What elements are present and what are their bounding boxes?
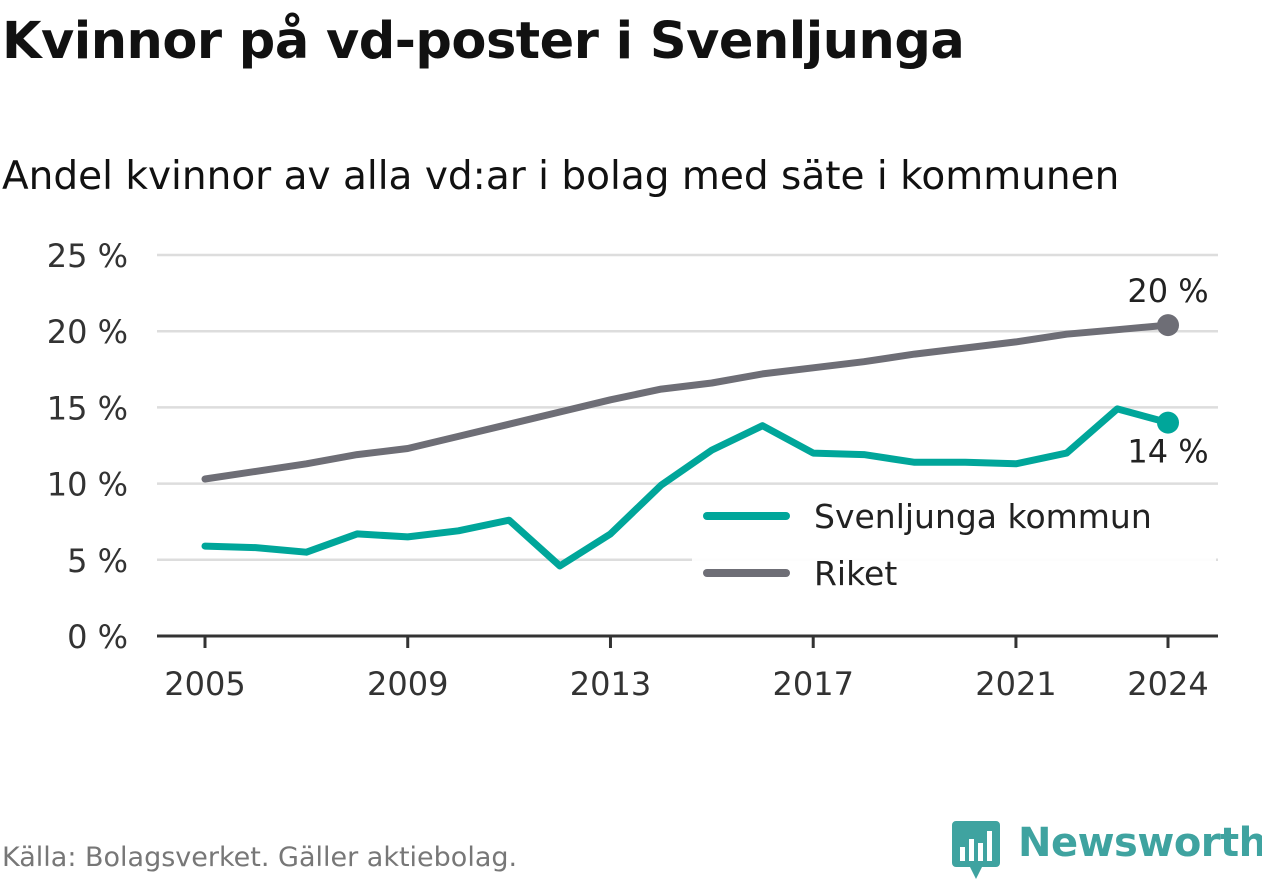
series-line-riket — [201, 321, 1172, 483]
end-label-riket: 20 % — [1127, 272, 1208, 310]
y-tick-label-15: 15 % — [47, 389, 128, 427]
legend-label-riket: Riket — [814, 554, 897, 593]
brand-name: Newsworthy — [1018, 820, 1262, 866]
x-axis: 2005 2009 2013 2017 2021 2024 — [157, 634, 1218, 703]
source-note: Källa: Bolagsverket. Gäller aktiebolag. — [2, 842, 518, 873]
y-tick-label-10: 10 % — [47, 466, 128, 504]
chart-subtitle: Andel kvinnor av alla vd:ar i bolag med … — [2, 154, 1120, 199]
end-point-riket — [1157, 314, 1179, 337]
x-tick-label-2021: 2021 — [975, 665, 1056, 703]
bar-chart-pin-icon — [952, 821, 1000, 879]
end-point-svenljunga-kommun — [1157, 411, 1179, 434]
end-labels: 14 % 20 % — [1127, 272, 1208, 471]
x-tick-label-2024: 2024 — [1127, 665, 1208, 703]
legend-label-svenljunga-kommun: Svenljunga kommun — [814, 497, 1152, 536]
y-axis-tick-labels: 0 % 5 % 10 % 15 % 20 % 25 % — [47, 237, 128, 656]
chart-title: Kvinnor på vd-poster i Svenljunga — [2, 12, 965, 71]
newsworthy-logo[interactable]: Newsworthy — [952, 818, 1262, 879]
x-tick-label-2005: 2005 — [164, 665, 245, 703]
legend: Svenljunga kommun Riket — [703, 497, 1152, 593]
line-chart: 0 %5 %10 %15 %20 %25 % 2005 2009 2013 2017 2… — [47, 237, 1218, 703]
x-tick-label-2009: 2009 — [367, 665, 448, 703]
y-tick-label-20: 20 % — [47, 313, 128, 351]
series-line-svenljunga-kommun — [201, 405, 1172, 570]
series-lines — [201, 314, 1179, 570]
grid-lines — [157, 253, 1218, 562]
end-label-svenljunga-kommun: 14 % — [1127, 433, 1208, 471]
x-tick-label-2017: 2017 — [772, 665, 853, 703]
y-tick-label-0: 0 % — [67, 618, 128, 656]
y-tick-label-5: 5 % — [67, 542, 128, 580]
y-tick-label-25: 25 % — [47, 237, 128, 275]
x-tick-label-2013: 2013 — [570, 665, 651, 703]
